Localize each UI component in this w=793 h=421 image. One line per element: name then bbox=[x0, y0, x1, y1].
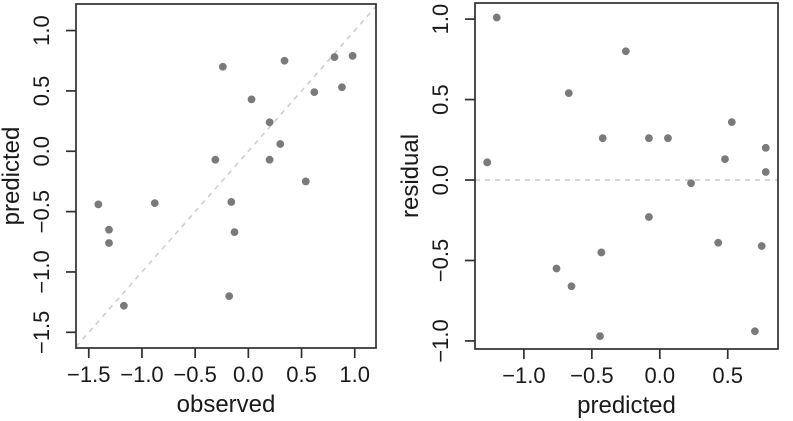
data-point bbox=[301, 177, 310, 186]
plot-observed-vs-predicted: −1.5 −1.0 −0.5 0.0 0.5 1.0 −1.5 −1.0 −0.5 0.0 0.5 1… bbox=[0, 0, 393, 421]
data-point bbox=[645, 213, 653, 221]
y-tick-label: 1.0 bbox=[428, 4, 453, 35]
data-point bbox=[721, 155, 729, 164]
y-tick-label: −1.0 bbox=[29, 250, 54, 293]
data-point bbox=[94, 200, 103, 209]
data-point bbox=[280, 56, 289, 65]
y-axis-title: residual bbox=[397, 134, 424, 218]
plot-box bbox=[75, 3, 377, 349]
scatter-predicted-vs-residual: −1.0 −0.5 0.0 0.5 −1.0 −0.5 0.0 0.5 1.0 predicted… bbox=[397, 2, 779, 419]
data-point bbox=[330, 53, 339, 62]
data-point bbox=[211, 155, 220, 164]
y-tick-label: −1.5 bbox=[29, 311, 54, 354]
data-point bbox=[348, 52, 357, 60]
plot-predicted-vs-residual: −1.0 −0.5 0.0 0.5 −1.0 −0.5 0.0 0.5 1.0 predicted… bbox=[393, 0, 793, 421]
data-point bbox=[105, 225, 113, 234]
data-point bbox=[567, 282, 576, 291]
data-point bbox=[276, 140, 285, 148]
x-tick-label: −1.5 bbox=[67, 362, 110, 387]
data-point bbox=[105, 239, 113, 247]
data-point bbox=[247, 95, 256, 104]
data-point bbox=[596, 332, 604, 341]
data-point bbox=[687, 179, 695, 188]
x-tick-label: 0.5 bbox=[286, 362, 317, 387]
y-tick-label: 0.5 bbox=[29, 76, 54, 107]
data-point bbox=[150, 199, 159, 208]
data-point bbox=[338, 83, 346, 92]
data-point bbox=[664, 134, 672, 143]
y-tick-label: 1.0 bbox=[29, 15, 54, 46]
x-tick-label: 0.5 bbox=[712, 363, 743, 388]
data-point bbox=[564, 89, 573, 98]
x-tick-label: 0.0 bbox=[233, 362, 264, 387]
x-tick-label: −0.5 bbox=[570, 363, 613, 388]
data-point bbox=[727, 118, 736, 126]
y-tick-label: −1.0 bbox=[428, 319, 453, 362]
data-point bbox=[597, 248, 606, 257]
x-tick-label: 1.0 bbox=[339, 362, 370, 387]
x-tick-label: 0.0 bbox=[644, 363, 675, 388]
x-tick-label: −1.0 bbox=[502, 363, 545, 388]
x-tick-label: −1.0 bbox=[120, 362, 163, 387]
data-point bbox=[598, 134, 607, 143]
data-point bbox=[761, 168, 770, 176]
scatter-observed-vs-predicted: −1.5 −1.0 −0.5 0.0 0.5 1.0 −1.5 −1.0 −0.5 0.0 0.5 1… bbox=[0, 3, 377, 418]
data-point bbox=[757, 242, 766, 250]
plot-box bbox=[474, 2, 779, 350]
x-tick-label: −0.5 bbox=[173, 362, 216, 387]
data-point bbox=[714, 238, 723, 247]
y-tick-label: 0.0 bbox=[29, 136, 54, 167]
y-axis-title: predicted bbox=[0, 127, 25, 226]
data-point bbox=[230, 228, 239, 237]
data-point bbox=[119, 301, 128, 310]
data-point bbox=[492, 13, 501, 22]
data-point bbox=[227, 198, 236, 206]
data-point bbox=[225, 292, 234, 300]
data-point bbox=[483, 158, 492, 167]
data-point bbox=[218, 62, 227, 71]
data-point bbox=[265, 118, 274, 127]
x-axis-title: predicted bbox=[577, 392, 676, 419]
data-point bbox=[552, 264, 561, 273]
data-point bbox=[751, 327, 759, 336]
y-tick-label: 0.0 bbox=[428, 165, 453, 196]
y-tick-label: 0.5 bbox=[428, 84, 453, 115]
x-axis-title: observed bbox=[177, 391, 276, 418]
data-point bbox=[265, 155, 274, 164]
y-tick-label: −0.5 bbox=[29, 190, 54, 233]
data-point bbox=[761, 143, 770, 152]
data-point bbox=[310, 88, 319, 97]
data-point bbox=[645, 134, 653, 143]
data-point bbox=[621, 47, 630, 56]
y-tick-label: −0.5 bbox=[428, 239, 453, 282]
